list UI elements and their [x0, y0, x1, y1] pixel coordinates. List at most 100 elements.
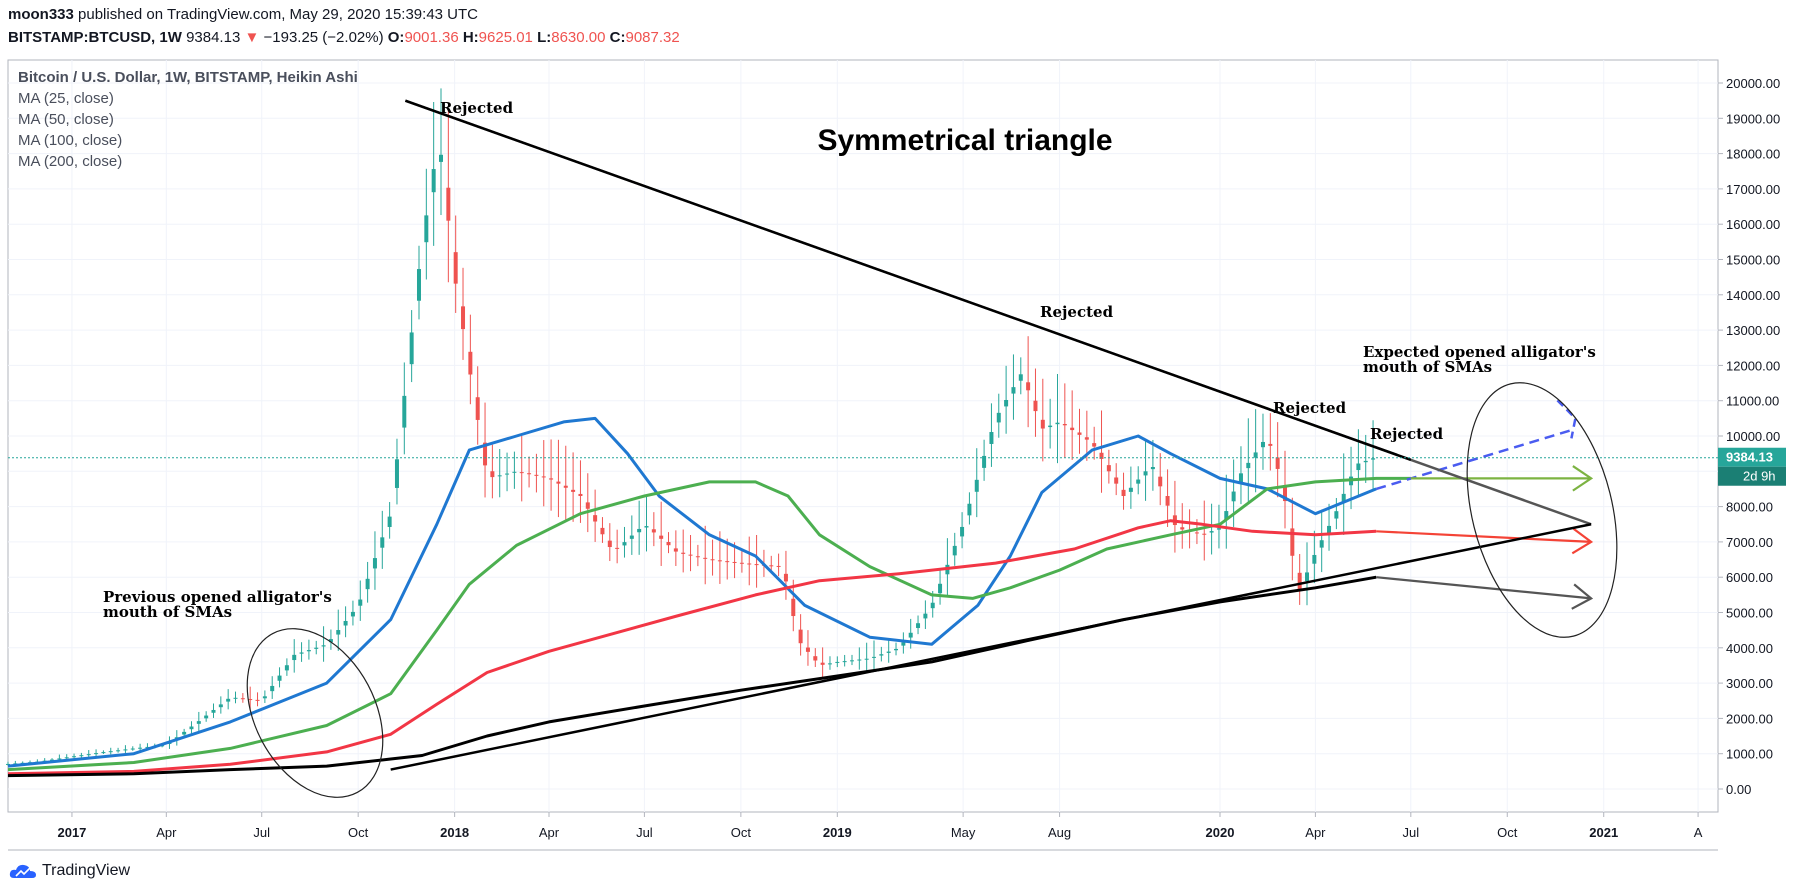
candle-body — [710, 559, 715, 561]
y-tick-label: 15000.00 — [1726, 253, 1780, 268]
candle-body — [1136, 479, 1141, 484]
candle-body — [615, 547, 620, 549]
close-label: C: — [609, 29, 626, 46]
candle-body — [842, 661, 847, 663]
x-tick-label: Apr — [1305, 825, 1326, 840]
candle-body — [1231, 491, 1236, 502]
candle-body — [894, 648, 899, 651]
candle-body — [1224, 511, 1229, 520]
candle-body — [989, 432, 994, 444]
candle-body — [791, 598, 796, 617]
candle-body — [534, 474, 539, 476]
candle-body — [461, 306, 466, 330]
candle-body — [1106, 465, 1111, 472]
candle-body — [483, 442, 488, 466]
candle-body — [1260, 441, 1265, 448]
candle-body — [1290, 528, 1295, 556]
y-tick-label: 5000.00 — [1726, 606, 1773, 621]
candle-body — [549, 478, 554, 480]
x-tick-label: May — [951, 825, 976, 840]
open-value: 9001.36 — [404, 29, 459, 46]
x-tick-label: 2018 — [440, 825, 469, 840]
candle-body — [1238, 473, 1243, 483]
candle-body — [226, 698, 231, 702]
candle-body — [453, 252, 458, 284]
ma25-projection — [1375, 427, 1576, 491]
candle-body — [644, 526, 649, 528]
annotation-label: Rejected — [1273, 399, 1347, 417]
tradingview-brand[interactable]: TradingView — [8, 861, 130, 881]
x-tick-label: Apr — [539, 825, 560, 840]
candle-body — [218, 704, 223, 708]
candle-body — [982, 455, 987, 468]
published-text: published on TradingView.com, May 29, 20… — [78, 6, 478, 23]
candle-body — [754, 564, 759, 566]
candle-body — [1319, 540, 1324, 548]
candle-body — [1246, 462, 1251, 469]
candle-body — [673, 548, 678, 552]
candle-body — [1084, 437, 1089, 440]
author-name[interactable]: moon333 — [8, 6, 74, 23]
ma100-projection-arrowhead — [1571, 527, 1594, 555]
candle-body — [284, 665, 289, 671]
candle-body — [960, 526, 965, 537]
change-arrow-icon: ▼ — [244, 29, 260, 46]
candle-body — [717, 560, 722, 562]
symbol-name: BITSTAMP:BTCUSD, 1W — [8, 29, 182, 46]
candle-body — [6, 763, 10, 765]
candle-body — [1070, 427, 1075, 431]
candle-body — [505, 473, 510, 475]
low-value: 8630.00 — [551, 29, 606, 46]
expected-alligator-ellipse — [1466, 382, 1618, 638]
candle-body — [262, 696, 267, 699]
annotation-label: Previous opened alligator's — [103, 588, 332, 606]
legend-ma25[interactable]: MA (25, close) — [18, 90, 114, 107]
candle-body — [805, 647, 810, 652]
candle-body — [424, 215, 429, 243]
legend-ma100[interactable]: MA (100, close) — [18, 132, 123, 149]
candle-body — [659, 535, 664, 539]
candle-body — [666, 542, 671, 546]
candle-body — [1026, 382, 1031, 391]
y-tick-label: 19000.00 — [1726, 111, 1780, 126]
candle-body — [57, 758, 62, 760]
candle-body — [813, 656, 818, 661]
grid-lines — [8, 60, 1723, 817]
candle-body — [350, 611, 355, 617]
y-tick-label: 4000.00 — [1726, 641, 1773, 656]
y-tick-label: 13000.00 — [1726, 323, 1780, 338]
legend-title: Bitcoin / U.S. Dollar, 1W, BITSTAMP, Hei… — [18, 69, 358, 86]
candle-body — [1209, 531, 1214, 533]
candle-body — [204, 715, 209, 719]
legend-ma200[interactable]: MA (200, close) — [18, 153, 123, 170]
candle-body — [1077, 432, 1082, 435]
y-tick-label: 17000.00 — [1726, 182, 1780, 197]
candle-body — [1004, 399, 1009, 407]
candle-body — [1356, 463, 1361, 471]
candle-body — [1062, 424, 1067, 426]
candle-body — [1158, 476, 1163, 487]
candle-body — [343, 620, 348, 626]
candle-body — [108, 751, 113, 753]
candle-body — [86, 754, 91, 756]
annotation-label: mouth of SMAs — [103, 603, 232, 621]
candle-body — [886, 651, 891, 653]
candle-body — [299, 652, 304, 654]
candle-body — [820, 662, 825, 665]
ma100-projection — [1376, 530, 1592, 543]
candle-body — [1268, 443, 1273, 446]
candle-body — [1128, 487, 1133, 492]
cloud-logo-icon — [9, 864, 36, 878]
candle-body — [1341, 493, 1346, 503]
candle-body — [747, 563, 752, 565]
legend-ma50[interactable]: MA (50, close) — [18, 111, 114, 128]
candle-body — [776, 565, 781, 567]
open-label: O: — [387, 29, 405, 46]
previous-alligator-ellipse — [246, 628, 384, 798]
high-label: H: — [462, 29, 479, 46]
candle-body — [527, 473, 532, 475]
candle-body — [1099, 452, 1104, 459]
y-tick-label: 1000.00 — [1726, 747, 1773, 762]
candle-body — [938, 583, 943, 594]
